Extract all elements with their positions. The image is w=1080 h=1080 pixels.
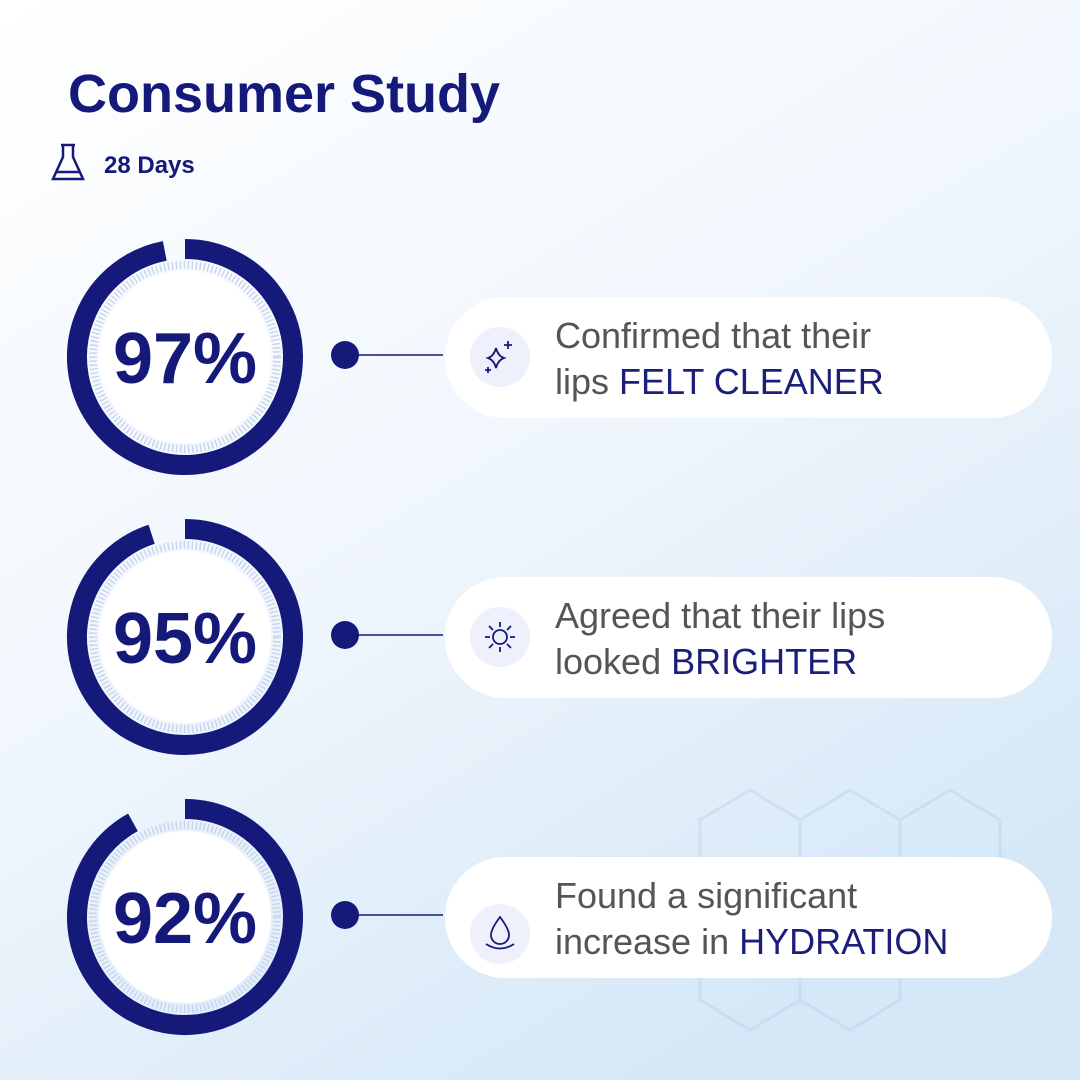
percent-label: 97% xyxy=(113,319,257,399)
stat-row: 95% Agreed that their lips looked BRIGHTER xyxy=(67,519,1052,755)
description-line: lips FELT CLEANER xyxy=(555,361,884,402)
description-line: increase in HYDRATION xyxy=(555,921,948,962)
description-line: Found a significant xyxy=(555,875,857,916)
percent-label: 95% xyxy=(113,599,257,679)
ring-inner xyxy=(99,271,271,443)
sparkle-icon xyxy=(470,327,530,387)
description-emphasis: BRIGHTER xyxy=(671,641,857,682)
description-prefix: increase in xyxy=(555,921,729,962)
duration: 28 Days xyxy=(104,152,195,179)
stat-card xyxy=(445,297,1052,418)
stat-card xyxy=(445,857,1052,978)
ring-inner xyxy=(99,831,271,1003)
ring-track xyxy=(89,541,281,733)
description-line: Agreed that their lips xyxy=(555,595,885,636)
progress-arc xyxy=(67,239,303,475)
ring-track xyxy=(89,821,281,1013)
ring-inner xyxy=(99,551,271,723)
drop-icon xyxy=(470,904,530,964)
stat-card xyxy=(445,577,1052,698)
stat-row: 97% Confirmed that their lips FELT CLEANER xyxy=(67,239,1052,475)
description-emphasis: HYDRATION xyxy=(739,921,948,962)
stat-row: 92% Found a significant increase in HYDRATI… xyxy=(67,799,1052,1035)
ring-track xyxy=(89,261,281,453)
description-prefix: lips xyxy=(555,361,609,402)
description-prefix: looked xyxy=(555,641,661,682)
description-emphasis: FELT CLEANER xyxy=(619,361,884,402)
flask-icon xyxy=(51,143,85,181)
title: Consumer Study xyxy=(68,64,500,124)
progress-arc xyxy=(67,519,303,755)
progress-arc xyxy=(67,799,303,1035)
percent-label: 92% xyxy=(113,879,257,959)
description-line: looked BRIGHTER xyxy=(555,641,857,682)
sun-icon xyxy=(470,607,530,667)
description-line: Confirmed that their xyxy=(555,315,871,356)
